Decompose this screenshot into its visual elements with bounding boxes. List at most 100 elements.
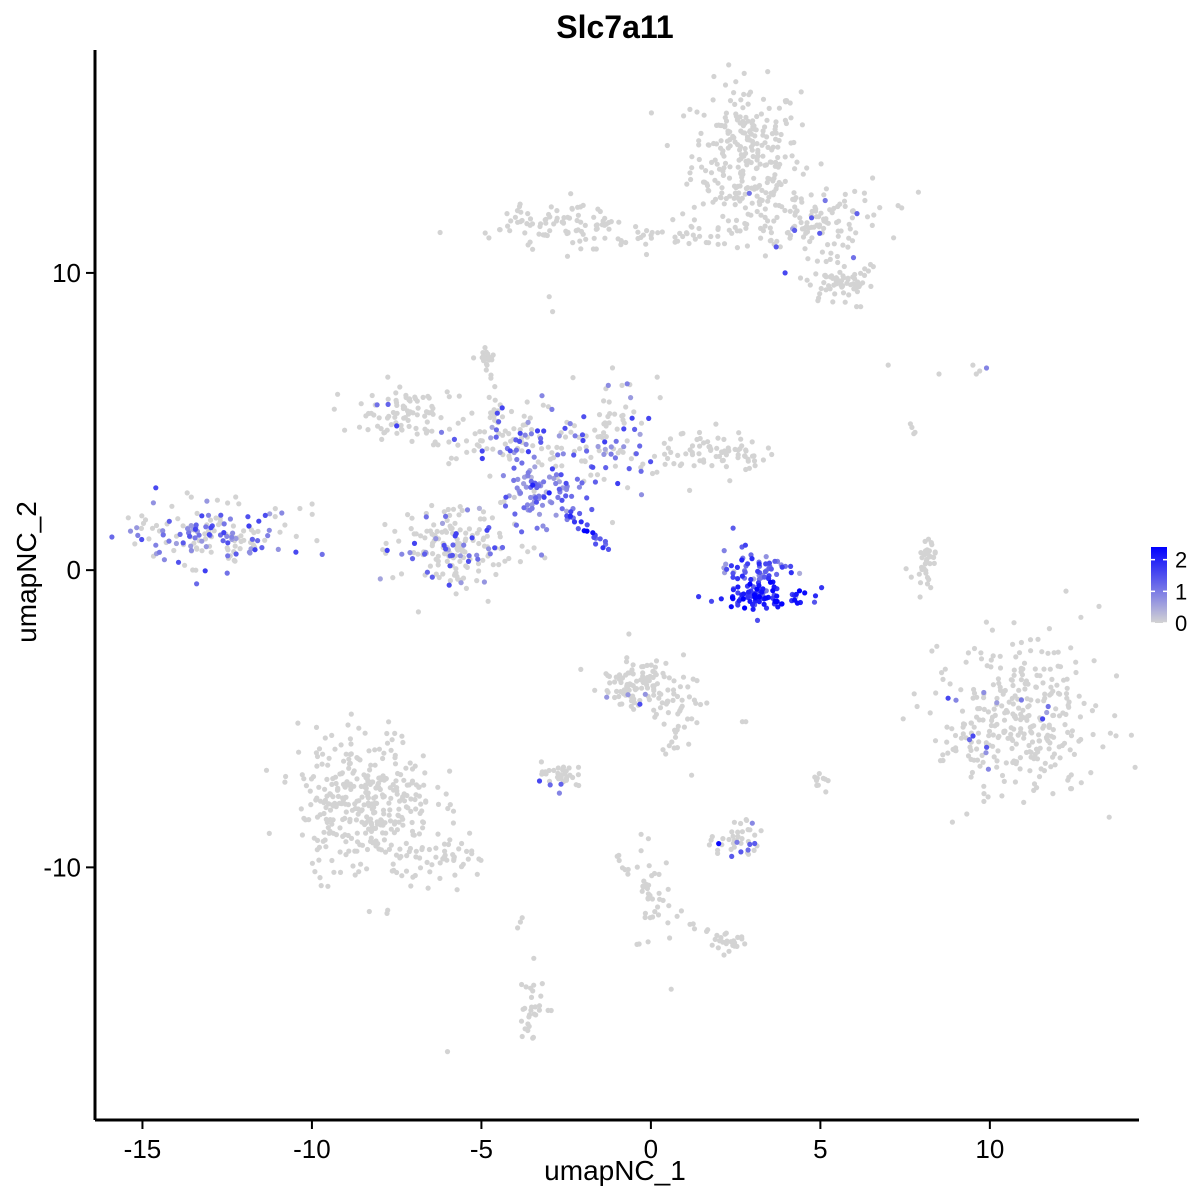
data-point (687, 447, 693, 453)
data-point (729, 230, 735, 236)
data-point (729, 595, 736, 601)
data-point (687, 170, 693, 176)
data-point (787, 208, 793, 214)
data-point (758, 111, 765, 117)
data-point (409, 556, 416, 562)
data-point (605, 413, 611, 420)
data-point (616, 852, 622, 859)
data-point (511, 465, 517, 471)
data-point (677, 230, 683, 236)
data-point (314, 814, 321, 820)
data-point (442, 856, 448, 862)
data-point (759, 589, 765, 595)
data-point (735, 183, 741, 189)
data-point (773, 119, 779, 125)
data-point (999, 772, 1006, 779)
data-point (988, 657, 994, 663)
data-point (971, 724, 977, 730)
data-point (508, 218, 514, 224)
data-point (394, 827, 400, 833)
data-point (460, 416, 466, 422)
data-point (945, 695, 951, 701)
data-point (782, 98, 789, 104)
data-point (406, 849, 412, 855)
data-point (691, 463, 697, 469)
data-point (683, 230, 690, 236)
data-point (188, 523, 194, 529)
data-point (681, 113, 687, 119)
data-point (588, 454, 594, 460)
data-point (774, 598, 780, 605)
data-point (543, 216, 549, 222)
data-point (799, 122, 806, 128)
data-point (570, 240, 576, 246)
data-point (719, 190, 725, 196)
data-point (342, 784, 348, 790)
data-point (524, 399, 530, 405)
data-point (411, 540, 418, 547)
data-point (705, 927, 711, 933)
data-point (444, 517, 450, 524)
data-point (1046, 626, 1052, 632)
data-point (420, 394, 426, 400)
data-point (1040, 725, 1046, 731)
data-point (794, 159, 800, 165)
data-point (716, 841, 722, 847)
data-point (630, 662, 636, 668)
data-point (776, 105, 783, 111)
data-point (567, 772, 573, 778)
data-point (800, 234, 807, 240)
x-axis-ticks: -15 -10 -5 0 5 10 (124, 1120, 1004, 1164)
data-point (712, 936, 718, 943)
data-point (1071, 751, 1077, 758)
data-point (582, 222, 588, 228)
data-point (405, 511, 411, 518)
data-point (456, 846, 462, 852)
data-point (809, 235, 815, 241)
data-point (205, 512, 212, 518)
data-point (479, 448, 485, 454)
data-point (747, 128, 753, 134)
data-point (313, 724, 320, 731)
data-point (734, 839, 740, 845)
data-point (323, 844, 329, 850)
data-point (831, 205, 837, 211)
data-point (782, 154, 788, 160)
data-point (422, 535, 428, 541)
data-point (536, 778, 543, 784)
data-point (511, 426, 517, 432)
data-point (1009, 745, 1015, 752)
data-point (659, 229, 665, 235)
data-point (530, 988, 536, 994)
data-point (730, 525, 736, 531)
data-point (454, 887, 460, 893)
data-point (736, 598, 742, 604)
data-point (743, 719, 749, 725)
data-point (522, 230, 528, 236)
data-point (365, 795, 371, 801)
data-point (691, 697, 698, 703)
data-point (125, 515, 131, 521)
data-point (738, 840, 744, 846)
data-point (452, 520, 458, 526)
data-point (490, 446, 496, 452)
data-point (502, 441, 508, 447)
data-point (314, 538, 320, 544)
data-point (840, 290, 847, 296)
data-point (409, 778, 416, 784)
data-point (720, 836, 726, 842)
data-point (547, 228, 553, 234)
data-point (392, 414, 398, 420)
data-point (654, 469, 660, 475)
data-point (697, 443, 703, 449)
data-point (782, 207, 788, 214)
data-point (427, 563, 433, 569)
data-point (354, 776, 360, 782)
data-point (714, 445, 720, 451)
data-point (539, 393, 545, 399)
data-point (1011, 726, 1017, 732)
data-point (701, 440, 707, 446)
data-point (447, 512, 453, 519)
data-point (410, 410, 416, 416)
data-point (445, 841, 452, 848)
